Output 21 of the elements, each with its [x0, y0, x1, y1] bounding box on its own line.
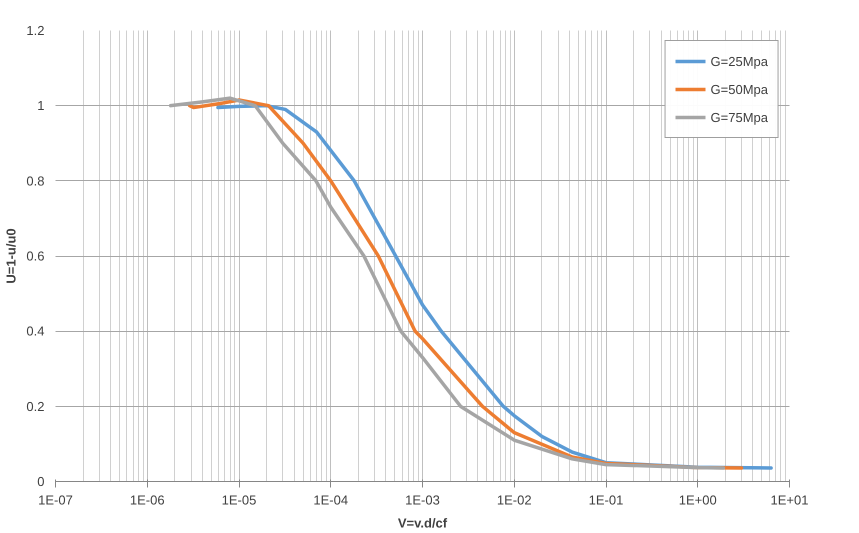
- y-tick-label: 0.4: [26, 324, 45, 339]
- legend-label: G=25Mpa: [710, 54, 768, 68]
- y-tick-label: 1.2: [26, 23, 45, 38]
- x-tick-label: 1E-02: [496, 492, 532, 508]
- y-tick-label: 0.2: [26, 398, 45, 414]
- x-tick-label: 1E+01: [770, 492, 808, 508]
- x-tick-label: 1E-04: [313, 492, 348, 508]
- x-tick-label: 1E-01: [588, 492, 624, 508]
- y-tick-label: 0.6: [26, 248, 45, 264]
- legend-label: G=75Mpa: [710, 110, 768, 124]
- y-axis-title: U=1-u/u0: [3, 228, 18, 284]
- x-tick-label: 1E-03: [405, 492, 440, 508]
- x-tick-label: 1E-06: [130, 492, 165, 508]
- y-tick-label: 1: [37, 98, 45, 114]
- y-tick-label: 0: [37, 474, 45, 489]
- y-tick-label: 0.8: [26, 173, 45, 188]
- x-axis-title: V=v.d/cf: [398, 516, 448, 530]
- x-tick-label: 1E+00: [678, 492, 717, 508]
- x-tick-label: 1E-05: [222, 492, 256, 508]
- legend-label: G=50Mpa: [710, 82, 768, 96]
- x-tick-label: 1E-07: [38, 492, 73, 508]
